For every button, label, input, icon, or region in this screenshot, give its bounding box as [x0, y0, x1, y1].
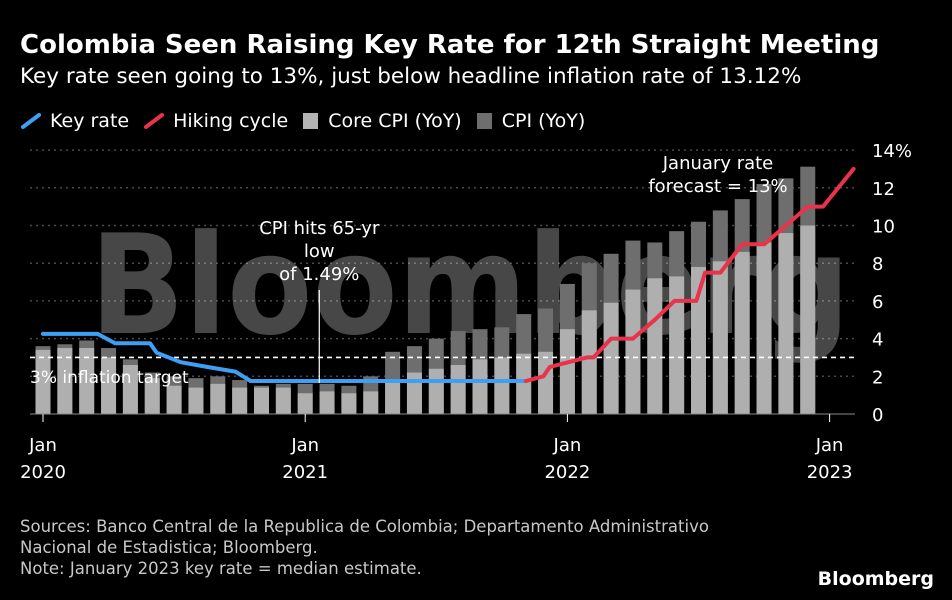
- core-cpi-bar: [35, 349, 51, 414]
- sources-note: Sources: Banco Central de la Republica d…: [20, 516, 709, 579]
- core-cpi-bar: [79, 348, 95, 414]
- cpi-low-annotation-line: CPI hits 65-yr: [259, 218, 380, 239]
- core-cpi-bar: [800, 225, 816, 414]
- x-tick-year-label: 2021: [282, 462, 328, 483]
- light-gray-box-swatch-icon: [303, 113, 319, 129]
- core-cpi-bar: [406, 372, 422, 414]
- legend-label-key-rate: Key rate: [50, 110, 130, 132]
- x-tick-month-label: Jan: [290, 435, 319, 456]
- core-cpi-bar: [297, 393, 313, 414]
- core-cpi-bar: [559, 329, 575, 414]
- y-tick-label: 0: [872, 405, 883, 426]
- core-cpi-bar: [254, 387, 269, 414]
- core-cpi-bar: [647, 278, 663, 414]
- core-cpi-bar: [144, 378, 160, 414]
- chart-subtitle: Key rate seen going to 13%, just below h…: [20, 64, 802, 89]
- core-cpi-bar: [516, 353, 532, 414]
- y-tick-label: 2: [872, 367, 883, 388]
- core-cpi-bar: [210, 383, 226, 414]
- core-cpi-bar: [472, 359, 488, 414]
- x-tick-year-label: 2022: [544, 462, 590, 483]
- y-tick-label: 8: [872, 254, 883, 275]
- key-rate-line: [41, 331, 528, 383]
- core-cpi-bar: [122, 364, 138, 414]
- core-cpi-bar: [450, 364, 466, 414]
- core-cpi-bar: [669, 276, 685, 414]
- legend-item-key-rate: Key rate: [20, 110, 129, 132]
- legend-item-core-cpi: Core CPI (YoY): [302, 110, 462, 132]
- core-cpi-bar: [166, 385, 182, 414]
- y-tick-label: 10: [872, 217, 895, 238]
- core-cpi-bar: [363, 391, 379, 414]
- rate-forecast-annotation-line: forecast = 13%: [648, 176, 787, 197]
- core-cpi-bar: [581, 310, 597, 414]
- bloomberg-logo: Bloomberg: [817, 568, 934, 590]
- y-tick-label: 12: [872, 179, 895, 200]
- core-cpi-bar: [101, 357, 117, 414]
- core-cpi-bar: [712, 261, 728, 414]
- legend-item-cpi: CPI (YoY): [476, 110, 586, 132]
- legend-label-hiking-cycle: Hiking cycle: [173, 110, 289, 132]
- core-cpi-bar: [57, 348, 73, 414]
- y-tick-label: 14%: [872, 141, 912, 162]
- core-cpi-bar: [538, 351, 554, 414]
- x-tick-month-label: Jan: [815, 435, 844, 456]
- core-cpi-bar: [188, 387, 204, 414]
- core-cpi-bar: [319, 391, 335, 414]
- core-cpi-bar: [778, 233, 794, 414]
- core-cpi-bar: [341, 393, 357, 414]
- x-tick-month-label: Jan: [28, 435, 57, 456]
- red-line-swatch-icon: [144, 113, 165, 129]
- core-cpi-bar: [625, 289, 641, 414]
- x-tick-year-label: 2023: [807, 462, 853, 483]
- rate-forecast-annotation-line: January rate: [662, 153, 774, 174]
- core-cpi-bar: [603, 302, 619, 414]
- core-cpi-bar: [734, 251, 750, 414]
- cpi-low-annotation-line: low: [304, 241, 335, 262]
- legend-item-hiking-cycle: Hiking cycle: [143, 110, 288, 132]
- sources-line-1: Sources: Banco Central de la Republica d…: [20, 517, 709, 536]
- blue-line-swatch-icon: [21, 113, 41, 129]
- chart-title: Colombia Seen Raising Key Rate for 12th …: [20, 30, 880, 60]
- y-tick-label: 4: [872, 330, 883, 351]
- sources-line-2: Nacional de Estadistica; Bloomberg.: [20, 538, 318, 557]
- legend: Key rate Hiking cycle Core CPI (YoY) CPI…: [20, 110, 599, 132]
- y-tick-label: 6: [872, 292, 883, 313]
- note-line: Note: January 2023 key rate = median est…: [20, 559, 422, 578]
- cpi-low-annotation-line: of 1.49%: [279, 264, 359, 285]
- dark-gray-box-swatch-icon: [476, 113, 492, 129]
- legend-label-cpi: CPI (YoY): [501, 110, 586, 132]
- core-cpi-bar: [232, 387, 248, 414]
- core-cpi-bar: [494, 357, 510, 414]
- core-cpi-bar: [385, 380, 401, 414]
- core-cpi-bar: [691, 266, 706, 414]
- core-cpi-bar: [275, 387, 291, 414]
- x-tick-year-label: 2020: [20, 462, 66, 483]
- inflation-target-label: 3% inflation target: [30, 368, 189, 388]
- legend-label-core-cpi: Core CPI (YoY): [328, 110, 462, 132]
- x-tick-month-label: Jan: [553, 435, 582, 456]
- core-cpi-bar: [756, 242, 772, 414]
- core-cpi-bar: [428, 368, 444, 414]
- hiking-cycle-line: [523, 166, 856, 383]
